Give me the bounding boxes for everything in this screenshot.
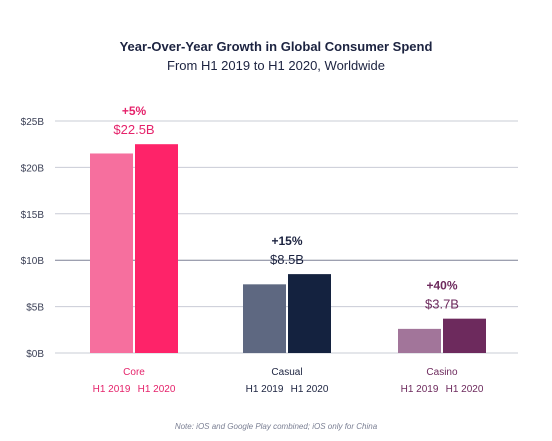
value-label: $8.5B [270,252,304,267]
value-label: $3.7B [425,297,459,312]
value-label: $22.5B [113,122,154,137]
bar [443,318,486,353]
category-label: Casino [426,367,458,378]
y-tick-label: $10B [21,256,45,267]
bar [90,153,133,353]
bar [398,328,441,353]
chart-title: Year-Over-Year Growth in Global Consumer… [119,39,433,54]
series-label: H1 2019 [93,384,131,395]
chart-subtitle: From H1 2019 to H1 2020, Worldwide [167,58,385,73]
y-tick-label: $25B [21,117,45,128]
series-label: H1 2019 [246,384,284,395]
series-label: H1 2020 [138,384,176,395]
bar [288,274,331,353]
category-label: Casual [271,367,302,378]
bar [243,284,286,353]
growth-label: +5% [122,104,147,118]
y-tick-label: $20B [21,163,45,174]
growth-label: +40% [426,279,457,293]
series-label: H1 2020 [446,384,484,395]
bar [135,144,178,353]
y-tick-label: $0B [26,349,44,360]
series-label: H1 2020 [291,384,329,395]
y-tick-label: $5B [26,303,44,314]
series-label: H1 2019 [401,384,439,395]
growth-label: +15% [271,234,302,248]
y-tick-label: $15B [21,210,45,221]
chart-note: Note: iOS and Google Play combined; iOS … [174,422,378,431]
category-label: Core [123,367,145,378]
